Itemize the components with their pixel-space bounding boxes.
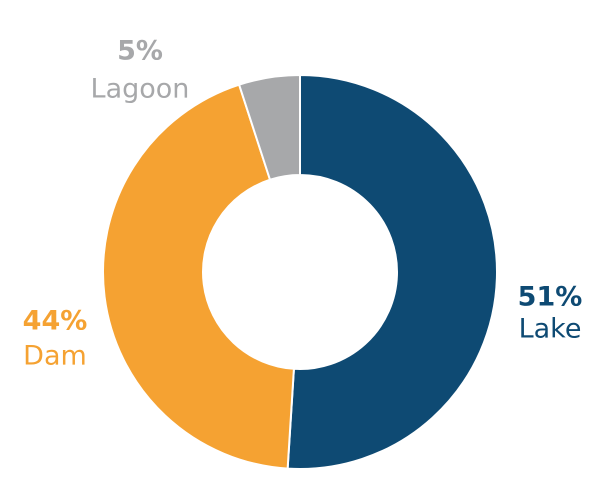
donut-slice bbox=[237, 73, 301, 182]
category-label: Lake bbox=[519, 314, 582, 345]
value-label: 51% bbox=[518, 282, 583, 313]
donut-slice bbox=[102, 83, 295, 470]
donut-slice bbox=[286, 73, 498, 470]
category-label: Lagoon bbox=[91, 74, 190, 105]
category-label: Dam bbox=[23, 341, 87, 372]
value-label: 44% bbox=[23, 306, 88, 337]
value-label: 5% bbox=[117, 36, 163, 67]
